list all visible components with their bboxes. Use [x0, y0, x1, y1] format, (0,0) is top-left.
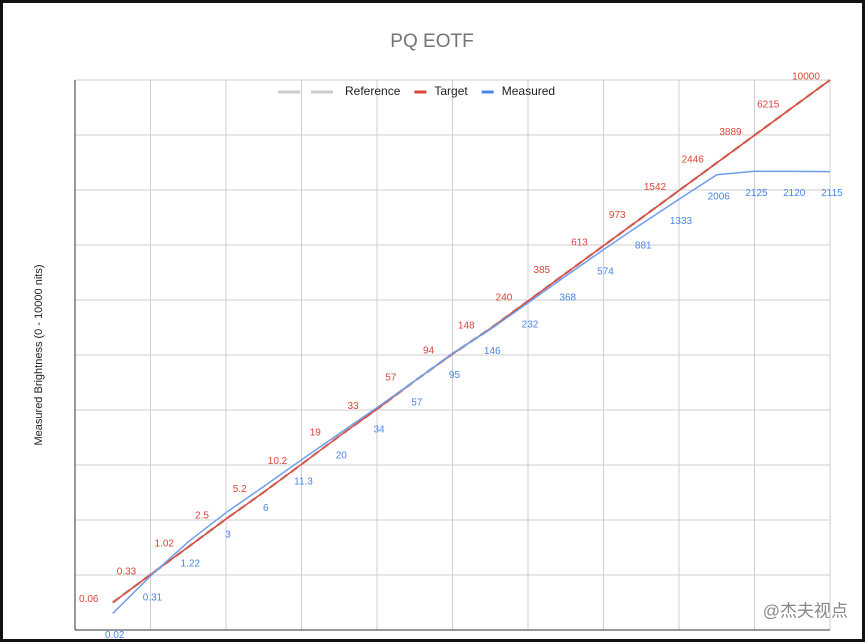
data-label: 0.31	[143, 593, 163, 604]
y-axis-label: Measured Brightness (0 - 10000 nits)	[33, 265, 45, 446]
data-label: 148	[458, 320, 475, 331]
data-label: 34	[373, 424, 385, 435]
data-label: 5.2	[233, 484, 247, 495]
data-label: 10000	[792, 72, 820, 83]
data-label: 6215	[757, 99, 780, 110]
legend-label: Reference	[345, 84, 401, 98]
data-label: 11.3	[294, 476, 313, 487]
data-label: 1.22	[181, 558, 201, 569]
legend-label: Measured	[502, 84, 555, 98]
data-label: 6	[263, 503, 269, 514]
data-label: 94	[423, 346, 435, 357]
data-label: 3889	[719, 127, 742, 138]
watermark: @杰夫视点	[763, 601, 848, 620]
data-label: 0.06	[79, 594, 99, 605]
data-label: 240	[496, 293, 513, 304]
data-label: 33	[347, 401, 359, 412]
data-label: 10.2	[268, 456, 288, 467]
data-label: 0.02	[105, 630, 125, 641]
data-label: 1.02	[155, 539, 175, 550]
data-label: 1333	[670, 216, 693, 227]
data-label: 368	[559, 293, 576, 304]
series-line	[112, 170, 831, 614]
data-label: 20	[336, 450, 348, 461]
data-label: 881	[635, 241, 652, 252]
data-label: 2.5	[195, 511, 209, 522]
data-label: 19	[310, 428, 322, 439]
legend-label: Target	[434, 84, 468, 98]
data-label: 973	[609, 210, 626, 221]
data-label: 0.33	[117, 566, 137, 577]
data-label: 232	[522, 320, 539, 331]
data-label: 2120	[783, 188, 806, 199]
data-label: 2446	[682, 155, 705, 166]
data-label: 146	[484, 346, 501, 357]
data-label: 385	[533, 265, 550, 276]
data-label: 95	[449, 370, 461, 381]
data-label: 2125	[745, 188, 768, 199]
data-label: 1542	[644, 182, 667, 193]
data-label: 3	[225, 529, 231, 540]
data-label: 574	[597, 266, 614, 277]
data-label: 57	[385, 373, 397, 384]
chart-title: PQ EOTF	[390, 31, 473, 52]
data-label: 2006	[708, 191, 731, 202]
data-label: 2115	[821, 188, 843, 199]
data-label: 613	[571, 237, 588, 248]
data-label: 57	[411, 398, 423, 409]
